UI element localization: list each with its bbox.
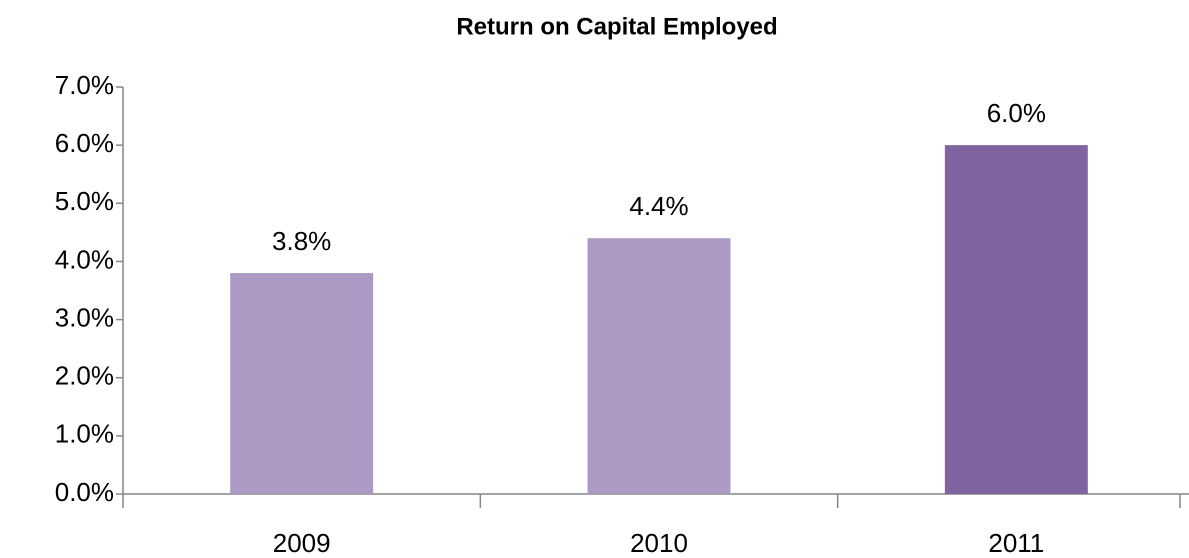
y-tick-label: 4.0% — [55, 244, 114, 274]
bar — [944, 145, 1088, 494]
y-tick-label: 6.0% — [55, 128, 114, 158]
x-tick-label: 2009 — [273, 528, 331, 558]
y-tick-label: 0.0% — [55, 477, 114, 507]
y-tick-label: 1.0% — [55, 419, 114, 449]
x-tick-label: 2010 — [630, 528, 688, 558]
y-tick-label: 3.0% — [55, 302, 114, 332]
bar — [230, 273, 374, 494]
data-label: 4.4% — [629, 191, 688, 221]
x-tick-label: 2011 — [988, 528, 1044, 558]
data-label: 6.0% — [987, 98, 1046, 128]
y-tick-label: 2.0% — [55, 361, 114, 391]
y-tick-label: 5.0% — [55, 186, 114, 216]
data-label: 3.8% — [272, 226, 331, 256]
bar — [587, 238, 731, 494]
y-tick-label: 7.0% — [55, 70, 114, 100]
chart-title: Return on Capital Employed — [456, 13, 777, 40]
